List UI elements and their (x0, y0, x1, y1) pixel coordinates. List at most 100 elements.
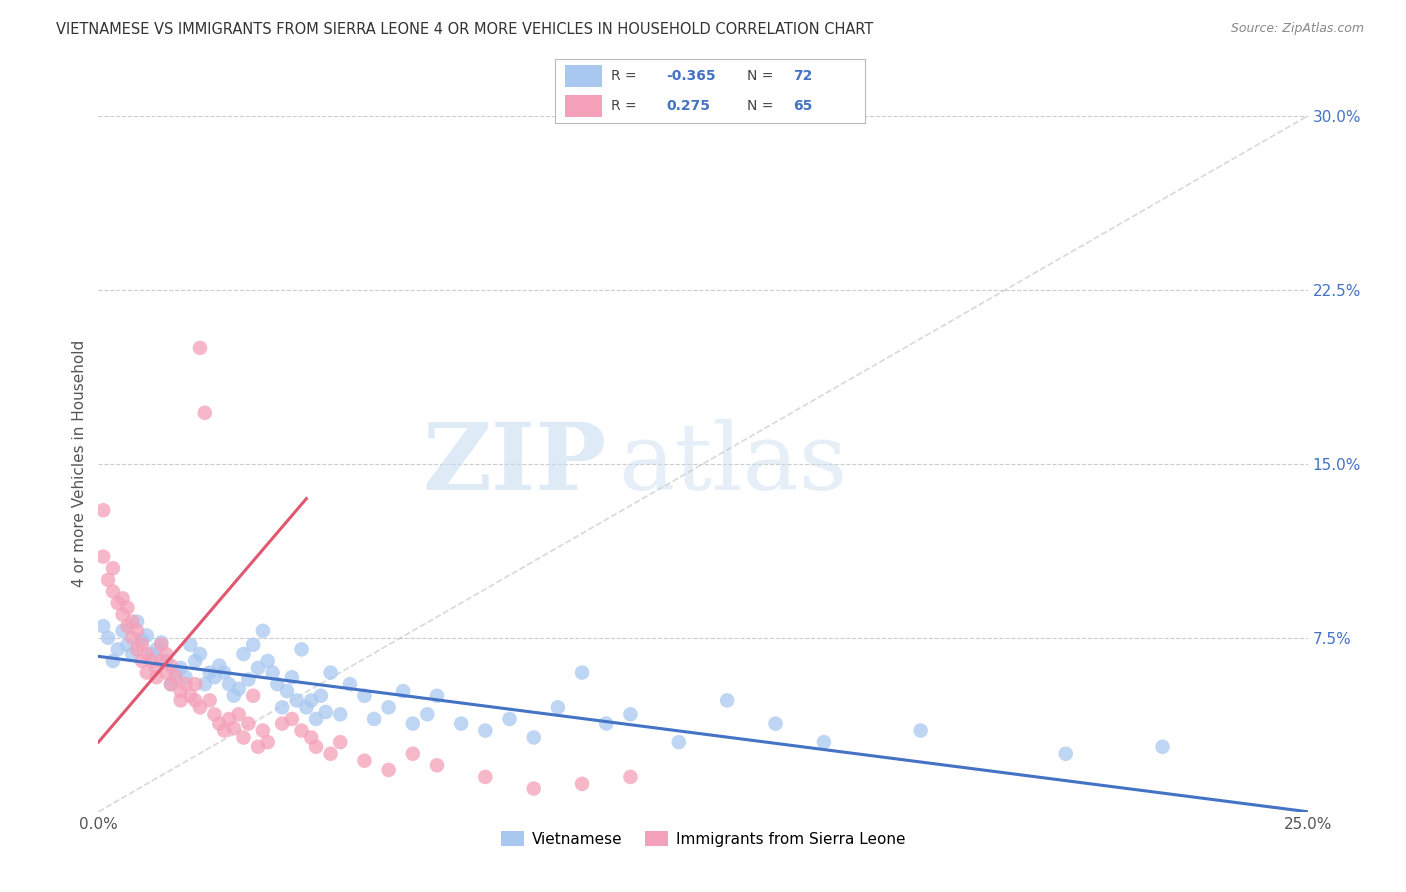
Point (188, 647, 211, 661)
Point (619, 707, 641, 722)
Point (194, 406, 217, 420)
Text: -0.365: -0.365 (666, 70, 716, 83)
Point (160, 677, 183, 691)
Point (228, 707, 250, 722)
Point (813, 735, 835, 749)
Point (204, 707, 226, 722)
Point (228, 681, 250, 696)
Point (101, 561, 124, 575)
Point (295, 700, 318, 714)
Text: R =: R = (612, 70, 641, 83)
Point (117, 600, 139, 615)
Point (107, 596, 129, 610)
Point (174, 670, 197, 684)
Point (595, 716, 617, 731)
Point (184, 693, 207, 707)
Point (145, 642, 167, 657)
Point (329, 735, 352, 749)
Point (101, 654, 124, 668)
Point (765, 716, 787, 731)
Point (377, 700, 399, 714)
Point (184, 654, 207, 668)
Point (111, 624, 134, 638)
Point (262, 665, 284, 680)
Point (232, 731, 254, 745)
Point (117, 619, 139, 633)
Point (571, 777, 593, 791)
Point (91, 503, 114, 517)
Point (305, 739, 328, 754)
Point (218, 677, 240, 691)
Point (266, 677, 288, 691)
Point (426, 758, 449, 772)
Point (256, 735, 278, 749)
Point (319, 665, 342, 680)
Point (121, 615, 143, 629)
Point (238, 673, 260, 687)
Point (426, 689, 449, 703)
Point (111, 607, 134, 622)
Point (319, 747, 342, 761)
Point (131, 638, 153, 652)
Point (127, 615, 149, 629)
Point (232, 647, 254, 661)
Point (208, 658, 231, 673)
Text: N =: N = (747, 99, 778, 112)
Point (474, 723, 496, 738)
Point (131, 654, 153, 668)
Point (212, 665, 235, 680)
Point (523, 781, 546, 796)
Point (392, 684, 415, 698)
Point (117, 638, 139, 652)
Legend: Vietnamese, Immigrants from Sierra Leone: Vietnamese, Immigrants from Sierra Leone (495, 824, 911, 853)
Point (127, 642, 149, 657)
Point (450, 716, 472, 731)
Point (474, 770, 496, 784)
Point (160, 677, 183, 691)
Point (222, 689, 245, 703)
FancyBboxPatch shape (565, 95, 602, 117)
Point (198, 665, 221, 680)
Point (150, 654, 173, 668)
Text: N =: N = (747, 70, 778, 83)
Point (101, 584, 124, 599)
Point (242, 638, 264, 652)
Text: R =: R = (612, 99, 641, 112)
Point (299, 731, 322, 745)
Text: ZIP: ZIP (422, 419, 606, 508)
Point (299, 693, 322, 707)
Point (271, 700, 294, 714)
Point (188, 700, 211, 714)
Point (222, 721, 245, 735)
Point (208, 716, 231, 731)
Point (165, 665, 187, 680)
Point (179, 638, 201, 652)
Text: VIETNAMESE VS IMMIGRANTS FROM SIERRA LEONE 4 OR MORE VEHICLES IN HOUSEHOLD CORRE: VIETNAMESE VS IMMIGRANTS FROM SIERRA LEO… (56, 22, 873, 37)
Point (416, 707, 439, 722)
Point (218, 712, 240, 726)
Point (155, 665, 177, 680)
Point (363, 712, 385, 726)
Point (145, 670, 167, 684)
Point (242, 689, 264, 703)
Point (141, 647, 163, 661)
Point (252, 624, 274, 638)
Point (329, 707, 352, 722)
Point (309, 689, 332, 703)
Point (619, 770, 641, 784)
Point (276, 684, 298, 698)
Point (91, 549, 114, 564)
Point (247, 739, 270, 754)
Point (910, 723, 932, 738)
Point (111, 591, 134, 606)
Point (402, 716, 425, 731)
Point (141, 654, 163, 668)
Point (135, 647, 157, 661)
Point (127, 624, 149, 638)
Point (498, 712, 520, 726)
Text: 65: 65 (793, 99, 813, 112)
Point (271, 716, 294, 731)
Point (668, 735, 690, 749)
Point (169, 693, 191, 707)
Point (212, 723, 235, 738)
